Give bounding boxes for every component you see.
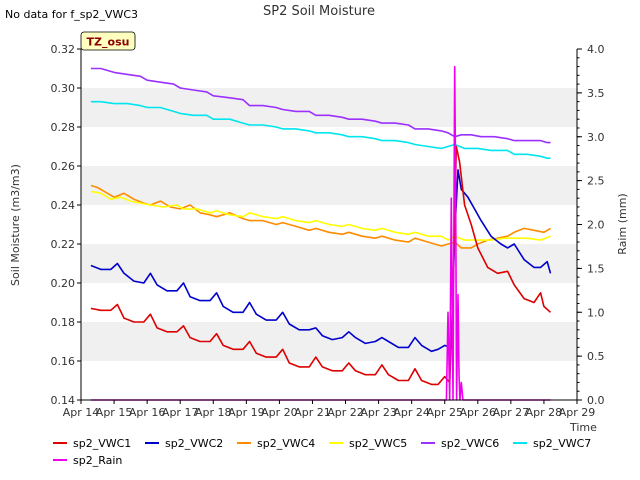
site-badge: TZ_osu [80,31,136,51]
grid-band [81,361,577,400]
y-axis-label: Soil Moisture (m3/m3) [9,164,22,286]
legend-item-sp2_VWC5: sp2_VWC5 [329,437,407,450]
y-tick-label: 0.26 [51,160,76,173]
y2-tick-label: 1.5 [587,262,605,275]
series-layer [90,65,552,401]
y2-tick-label: 2.5 [587,175,605,188]
legend-label: sp2_VWC2 [165,437,223,450]
legend-item-sp2_VWC6: sp2_VWC6 [421,437,499,450]
x-tick-label: Apr 19 [228,406,265,419]
legend-label: sp2_VWC6 [441,437,499,450]
legend-label: sp2_VWC7 [533,437,591,450]
x-tick-label: Apr 16 [129,406,166,419]
x-tick-label: Apr 15 [96,406,133,419]
y2-tick-label: 1.0 [587,306,605,319]
x-tick-label: Apr 20 [261,406,298,419]
x-tick-label: Apr 26 [460,406,497,419]
legend-item-sp2_VWC7: sp2_VWC7 [513,437,591,450]
grid-band [81,166,577,205]
grid-band [81,49,577,88]
x-tick-label: Apr 21 [294,406,331,419]
y-tick-label: 0.22 [51,238,76,251]
legend: sp2_VWC1 sp2_VWC2 sp2_VWC4 sp2_VWC5 sp2_VWC6… [53,437,591,467]
y2-tick-label: 3.5 [587,87,605,100]
series-line-sp2_VWC1 [90,145,552,386]
x-tick-label: Apr 22 [327,406,364,419]
y-tick-label: 0.28 [51,121,76,134]
series-line-sp2_VWC2 [90,169,552,353]
y2-tick-label: 0.0 [587,394,605,407]
series-line-sp2_VWC5 [90,190,551,241]
y2-axis-label: Raim (mm) [616,193,629,254]
x-tick-label: Apr 29 [559,406,596,419]
y-tick-label: 0.20 [51,277,76,290]
grid-band [81,88,577,127]
x-tick-label: Apr 18 [195,406,232,419]
site-badge-label: TZ_osu [87,36,130,49]
y-tick-label: 0.30 [51,82,76,95]
y2-tick-label: 0.5 [587,350,605,363]
x-tick-label: Apr 27 [493,406,530,419]
legend-item-sp2_VWC1: sp2_VWC1 [53,437,131,450]
legend-item-sp2_VWC4: sp2_VWC4 [237,437,315,450]
x-tick-label: Apr 25 [426,406,463,419]
series-line-sp2_Rain [90,65,551,401]
legend-label: sp2_VWC5 [349,437,407,450]
y-tick-label: 0.32 [51,43,76,56]
legend-label: sp2_VWC4 [257,437,315,450]
y2-axis-ticks: 0.0 0.5 1.0 1.5 2.0 2.5 3.0 3.5 4.0 [577,43,605,407]
series-line-sp2_VWC4 [90,184,551,249]
legend-label: sp2_Rain [73,454,122,467]
chart-title: SP2 Soil Moisture [263,4,375,19]
y-tick-label: 0.24 [51,199,76,212]
y-tick-label: 0.14 [51,394,76,407]
y-axis-ticks: 0.14 0.16 0.18 0.20 0.22 0.24 0.26 0.28 0.30 0.32 [51,43,81,407]
grid-band [81,322,577,361]
x-tick-label: Apr 17 [162,406,199,419]
grid-band [81,283,577,322]
grid-band [81,244,577,283]
legend-item-sp2_Rain: sp2_Rain [53,454,122,467]
y2-tick-label: 2.0 [587,219,605,232]
x-tick-label: Apr 24 [393,406,430,419]
no-data-note: No data for f_sp2_VWC3 [5,8,138,21]
legend-item-sp2_VWC2: sp2_VWC2 [145,437,223,450]
series-line-sp2_VWC6 [90,67,551,144]
y-tick-label: 0.16 [51,355,76,368]
x-tick-label: Apr 14 [63,406,100,419]
legend-label: sp2_VWC1 [73,437,131,450]
x-axis-label: Time [569,421,597,434]
y2-tick-label: 4.0 [587,43,605,56]
x-tick-label: Apr 23 [360,406,397,419]
x-tick-label: Apr 28 [526,406,563,419]
series-line-sp2_VWC7 [90,100,551,159]
y-tick-label: 0.18 [51,316,76,329]
y2-tick-label: 3.0 [587,131,605,144]
